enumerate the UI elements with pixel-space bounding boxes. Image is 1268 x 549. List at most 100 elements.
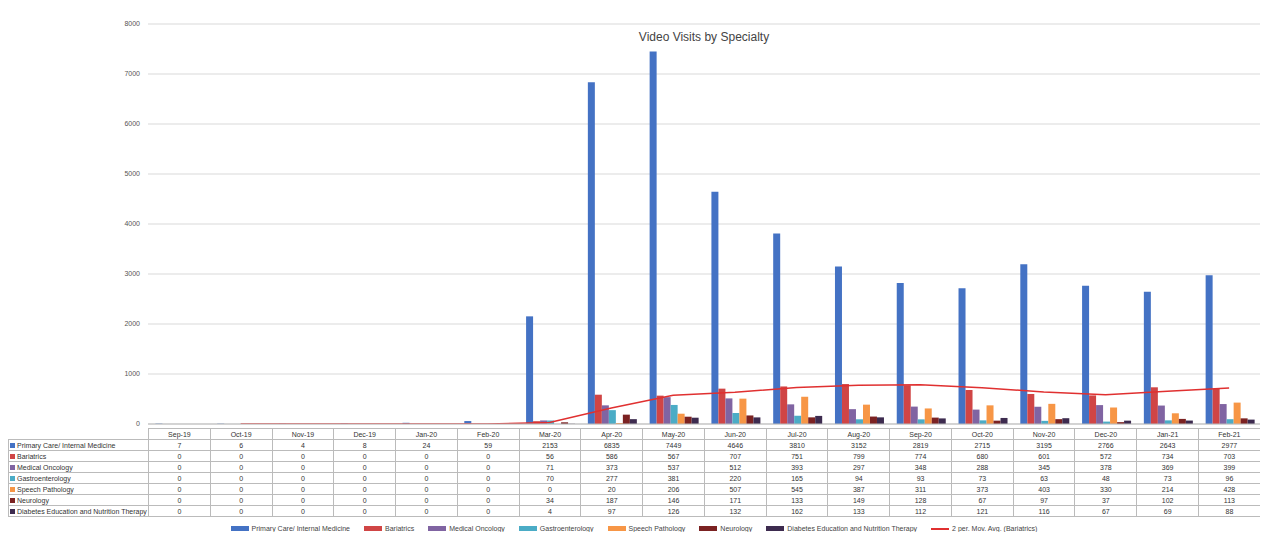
html-text:7449: 7449 (665, 441, 682, 449)
html-text:187: 187 (605, 496, 618, 504)
svg-text:7000: 7000 (124, 70, 140, 77)
html-text:330: 330 (1100, 485, 1112, 493)
html-text:Speech Pathology: Speech Pathology (17, 485, 74, 493)
html-text:Dec-20: Dec-20 (1094, 430, 1118, 438)
html-text:Jan-20: Jan-20 (415, 430, 438, 438)
html-text:Nov-20: Nov-20 (1032, 430, 1056, 438)
html-text:403: 403 (1038, 485, 1050, 493)
html-text:63: 63 (1040, 474, 1048, 482)
html-text:703: 703 (1223, 452, 1236, 460)
html-text:59: 59 (484, 441, 493, 449)
html-text:6835: 6835 (604, 441, 620, 449)
svg-text:6000: 6000 (124, 120, 140, 127)
svg-text:3000: 3000 (124, 270, 140, 277)
html-text:2977: 2977 (1221, 441, 1238, 449)
html-text:373: 373 (605, 463, 618, 471)
html-text:Neurology: Neurology (17, 496, 49, 504)
html-text:601: 601 (1038, 452, 1050, 460)
html-text:311: 311 (915, 485, 927, 493)
html-text:165: 165 (791, 474, 803, 482)
html-text:348: 348 (914, 463, 927, 471)
html-text:2715: 2715 (974, 441, 991, 449)
html-text:133: 133 (791, 496, 803, 504)
svg-text:0: 0 (136, 420, 140, 427)
html-text:146: 146 (667, 496, 680, 504)
html-text:73: 73 (978, 474, 987, 482)
html-text:734: 734 (1161, 452, 1174, 460)
svg-text:1000: 1000 (124, 370, 140, 377)
html-text:680: 680 (976, 452, 989, 460)
html-text:Sep-20: Sep-20 (909, 430, 932, 438)
html-text:774: 774 (914, 452, 927, 460)
html-text:Feb-21: Feb-21 (1218, 430, 1241, 438)
html-text:399: 399 (1223, 463, 1236, 471)
html-text:545: 545 (791, 485, 803, 493)
html-text:48: 48 (1102, 474, 1110, 482)
html-text:2766: 2766 (1098, 441, 1114, 449)
html-text:Oct-20: Oct-20 (971, 430, 993, 438)
html-text:512: 512 (729, 463, 742, 471)
html-text:586: 586 (605, 452, 618, 460)
html-text:2643: 2643 (1159, 441, 1176, 449)
html-text:3810: 3810 (789, 441, 805, 449)
html-text:Bariatrics: Bariatrics (17, 452, 47, 460)
html-text:Medical Oncology: Medical Oncology (17, 463, 73, 471)
html-text:297: 297 (853, 463, 865, 471)
html-text:May-20: May-20 (661, 430, 686, 438)
html-text:751: 751 (791, 452, 803, 460)
html-text:220: 220 (729, 474, 742, 482)
html-text:Aug-20: Aug-20 (847, 430, 871, 438)
html-text:94: 94 (854, 474, 863, 482)
html-text:378: 378 (1100, 463, 1112, 471)
html-text:Nov-19: Nov-19 (291, 430, 315, 438)
html-text:Sep-19: Sep-19 (168, 430, 191, 438)
html-text:707: 707 (729, 452, 742, 460)
svg-text:8000: 8000 (124, 20, 140, 27)
html-text:96: 96 (1225, 474, 1234, 482)
svg-text:5000: 5000 (124, 170, 140, 177)
html-text:369: 369 (1161, 463, 1174, 471)
html-text:Dec-19: Dec-19 (353, 430, 376, 438)
svg-text:2000: 2000 (124, 320, 140, 327)
html-text:Video Visits by Specialty: Video Visits by Specialty (638, 30, 770, 44)
html-text:Jan-21: Jan-21 (1156, 430, 1179, 438)
html-text:277: 277 (605, 474, 618, 482)
html-text:214: 214 (1161, 485, 1174, 493)
html-text:393: 393 (791, 463, 803, 471)
html-text:70: 70 (546, 474, 554, 482)
html-text:Feb-20: Feb-20 (477, 430, 500, 438)
html-text:507: 507 (729, 485, 742, 493)
html-text:93: 93 (916, 474, 925, 482)
html-text:288: 288 (976, 463, 989, 471)
html-text:2819: 2819 (912, 441, 929, 449)
html-text:24: 24 (422, 441, 431, 449)
html-text:799: 799 (853, 452, 865, 460)
svg-text:4000: 4000 (124, 220, 140, 227)
html-text:73: 73 (1163, 474, 1172, 482)
html-text:373: 373 (976, 485, 989, 493)
html-text:Apr-20: Apr-20 (601, 430, 623, 438)
html-text:Jun-20: Jun-20 (724, 430, 746, 438)
html-text:2153: 2153 (542, 441, 558, 449)
html-text:71: 71 (546, 463, 554, 471)
html-text:387: 387 (853, 485, 865, 493)
html-text:Oct-19: Oct-19 (230, 430, 252, 438)
html-text:345: 345 (1038, 463, 1050, 471)
html-text:4646: 4646 (727, 441, 744, 449)
html-text:20: 20 (607, 485, 616, 493)
html-text:Primary Care/ Internal Medicin: Primary Care/ Internal Medicine (17, 441, 116, 449)
html-text:567: 567 (667, 452, 680, 460)
html-text:34: 34 (546, 496, 554, 504)
html-text:381: 381 (667, 474, 680, 482)
html-text:3195: 3195 (1036, 441, 1052, 449)
html-text:428: 428 (1223, 485, 1236, 493)
html-text:537: 537 (667, 463, 680, 471)
html-text:Jul-20: Jul-20 (787, 430, 807, 438)
html-text:206: 206 (667, 485, 680, 493)
html-text:Mar-20: Mar-20 (538, 430, 562, 438)
html-text:171: 171 (729, 496, 742, 504)
html-text:Gastroenterology: Gastroenterology (17, 474, 71, 482)
html-text:572: 572 (1100, 452, 1112, 460)
html-text:56: 56 (546, 452, 554, 460)
html-text:3152: 3152 (851, 441, 867, 449)
